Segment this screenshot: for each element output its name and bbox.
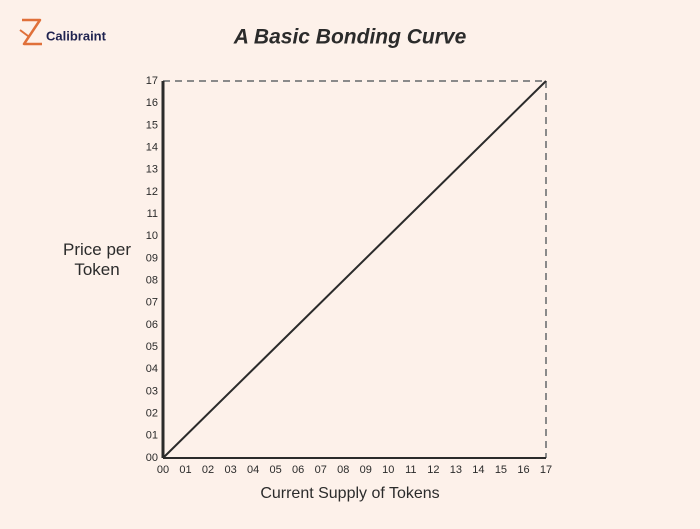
x-tick-label: 17: [540, 464, 552, 476]
x-tick-label: 08: [337, 464, 349, 476]
y-tick-label: 11: [147, 208, 158, 220]
x-tick-label: 14: [472, 464, 484, 476]
logo-icon-accent: [19, 29, 29, 37]
y-tick-label: 07: [146, 297, 158, 309]
x-tick-label: 09: [360, 464, 372, 476]
logo: [19, 18, 42, 46]
y-tick-label: 06: [146, 319, 158, 331]
y-tick-label: 01: [146, 430, 158, 442]
x-tick-label: 00: [157, 464, 169, 476]
y-tick-label: 00: [146, 452, 158, 464]
x-tick-label: 01: [179, 464, 191, 476]
x-tick-label: 02: [202, 464, 214, 476]
x-tick-label: 10: [382, 464, 394, 476]
x-axis-label: Current Supply of Tokens: [260, 485, 439, 502]
y-tick-label: 03: [146, 385, 158, 397]
y-tick-label: 02: [146, 408, 158, 420]
x-tick-label: 03: [224, 464, 236, 476]
x-tick-label: 16: [517, 464, 529, 476]
y-tick-label: 09: [146, 252, 158, 264]
y-tick-label: 17: [146, 75, 158, 87]
y-tick-label: 13: [146, 164, 158, 176]
line: [162, 80, 547, 459]
y-tick-label: 04: [146, 363, 158, 375]
y-tick-label: 14: [146, 141, 158, 153]
y-tick-label: 15: [146, 119, 158, 131]
y-tick-label: 10: [146, 230, 158, 242]
x-tick-label: 15: [495, 464, 507, 476]
y-tick-label: 05: [146, 341, 158, 353]
x-tick-label: 06: [292, 464, 304, 476]
x-tick-label: 13: [450, 464, 462, 476]
y-tick-label: 12: [146, 186, 158, 198]
x-tick-label: 04: [247, 464, 259, 476]
chart-title: A Basic Bonding Curve: [233, 26, 467, 49]
brand: Calibraint: [46, 28, 107, 43]
x-tick-label: 12: [427, 464, 439, 476]
x-tick-label: 05: [270, 464, 282, 476]
y-tick-label: 08: [146, 274, 158, 286]
y-tick-label: 16: [146, 97, 158, 109]
x-tick-label: 11: [405, 464, 416, 476]
x-tick-label: 07: [315, 464, 327, 476]
y-axis-label: Price per Token: [62, 240, 132, 279]
logo-icon: [22, 18, 42, 46]
